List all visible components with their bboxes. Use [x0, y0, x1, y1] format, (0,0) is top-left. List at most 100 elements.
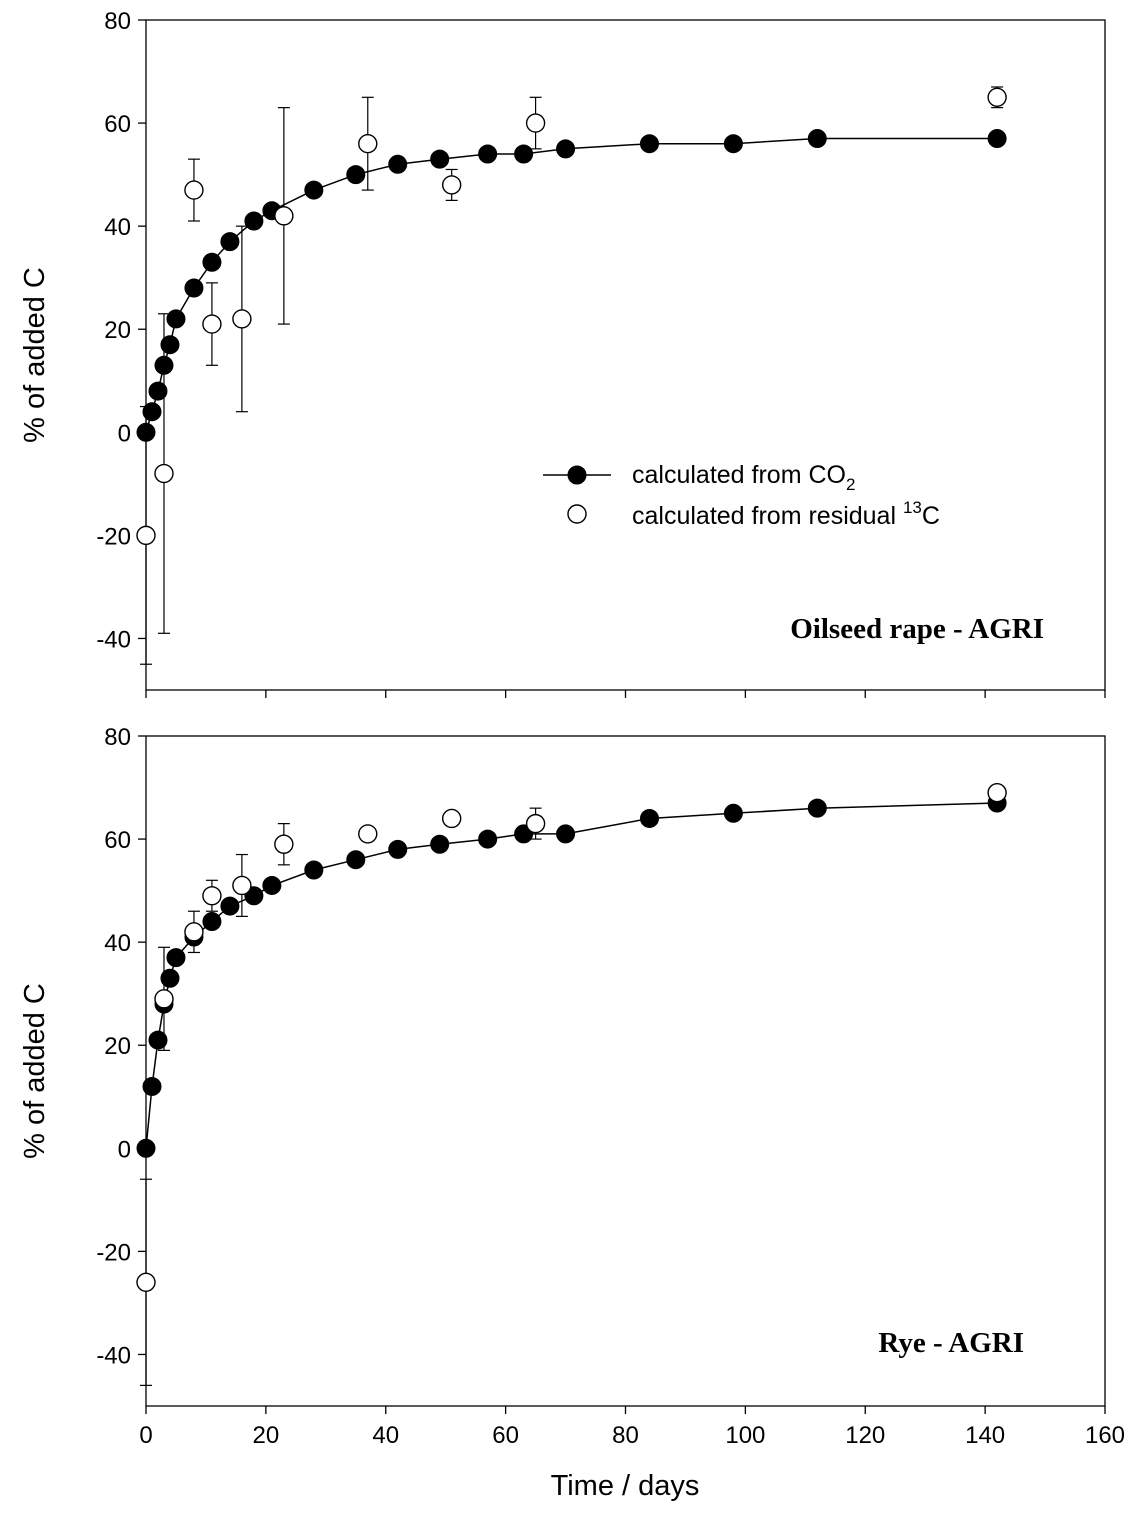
data-point-co2	[639, 134, 659, 154]
y-tick-label: 60	[104, 827, 131, 854]
x-tick-label: 20	[253, 1422, 280, 1449]
data-point-co2	[556, 139, 576, 159]
data-point-co2	[514, 144, 534, 164]
data-point-co2	[478, 829, 498, 849]
panel-label: Rye - AGRI	[878, 1327, 1024, 1359]
data-point-co2	[723, 803, 743, 823]
data-point-co2	[478, 144, 498, 164]
y-axis-title: % of added C	[19, 267, 51, 443]
data-point-13c	[184, 180, 204, 200]
legend-label-13c-main: calculated from residual	[632, 502, 903, 530]
y-tick-label: -20	[96, 523, 131, 550]
legend-marker-13c	[567, 504, 587, 524]
series-line-co2	[145, 137, 998, 433]
x-tick-label: 120	[845, 1422, 885, 1449]
legend-label-co2: calculated from CO2	[632, 461, 855, 494]
y-tick-label: -40	[96, 1342, 131, 1369]
chart-panel-oilseed-rape: -40 -20 0 20 40 60 80 % of added C Oilseed rap…	[19, 8, 1106, 698]
data-point-13c	[274, 206, 294, 226]
data-point-co2	[184, 278, 204, 298]
x-tick-label: 80	[612, 1422, 639, 1449]
legend-label-co2-main: calculated from CO	[632, 461, 846, 489]
y-tick-label: 40	[104, 930, 131, 957]
x-axis-title: Time / days	[551, 1470, 700, 1502]
data-point-co2	[987, 129, 1007, 149]
data-point-co2	[220, 896, 240, 916]
data-point-13c	[184, 922, 204, 942]
x-tick-label: 40	[372, 1422, 399, 1449]
data-point-13c	[358, 824, 378, 844]
data-point-co2	[166, 948, 186, 968]
series-line-co2	[145, 802, 998, 1149]
data-point-13c	[232, 309, 252, 329]
y-tick-label: 20	[104, 1033, 131, 1060]
data-point-co2	[639, 808, 659, 828]
data-point-co2	[388, 154, 408, 174]
tick-labels: 0 20 40 60 80 100 120 140 160 -40 -20 0 20 40 60 80	[96, 724, 1125, 1449]
data-point-co2	[202, 912, 222, 932]
data-point-co2	[244, 211, 264, 231]
data-point-co2	[136, 1138, 156, 1158]
y-tick-label: 60	[104, 111, 131, 138]
axis-ticks	[138, 19, 1106, 698]
data-point-co2	[148, 1030, 168, 1050]
data-point-13c	[232, 875, 252, 896]
data-point-co2	[148, 381, 168, 401]
data-point-13c	[274, 834, 294, 854]
x-tick-label: 160	[1085, 1422, 1125, 1449]
y-tick-label: 0	[118, 420, 131, 447]
y-tick-label: 80	[104, 724, 131, 751]
data-point-co2	[160, 968, 180, 988]
legend-label-13c-sup: 13	[903, 498, 922, 517]
data-point-co2	[346, 165, 366, 185]
x-tick-label: 60	[492, 1422, 519, 1449]
data-point-co2	[807, 129, 827, 149]
y-tick-label: 0	[118, 1136, 131, 1163]
data-point-co2	[220, 232, 240, 252]
data-point-co2	[304, 180, 324, 200]
y-tick-label: -40	[96, 626, 131, 653]
legend-label-13c: calculated from residual 13C	[632, 498, 940, 530]
x-tick-label: 100	[725, 1422, 765, 1449]
data-point-13c	[136, 525, 156, 546]
data-point-13c	[987, 782, 1007, 803]
data-point-13c	[202, 886, 222, 906]
data-point-co2	[166, 309, 186, 329]
data-point-co2	[142, 1076, 162, 1096]
data-point-13c	[441, 808, 462, 829]
y-tick-label: 40	[104, 214, 131, 241]
data-point-co2	[262, 875, 282, 895]
data-point-13c	[202, 314, 222, 334]
data-point-co2	[202, 252, 222, 272]
data-point-co2	[807, 798, 827, 818]
legend-label-13c-tail: C	[922, 502, 940, 530]
data-point-co2	[556, 824, 576, 844]
panel-label: Oilseed rape - AGRI	[790, 613, 1044, 645]
data-point-13c	[525, 113, 546, 133]
data-point-co2	[430, 149, 450, 169]
data-point-13c	[154, 989, 174, 1009]
tick-labels: -40 -20 0 20 40 60 80	[96, 8, 131, 653]
x-tick-label: 140	[965, 1422, 1005, 1449]
chart-panel-rye: 0 20 40 60 80 100 120 140 160 -40 -20 0 20 40 60 80 % o…	[19, 724, 1125, 1502]
y-tick-label: 80	[104, 8, 131, 35]
data-point-co2	[142, 402, 162, 422]
legend: calculated from CO2 calculated from resi…	[543, 461, 940, 530]
data-point-co2	[304, 860, 324, 880]
data-point-co2	[388, 839, 408, 859]
data-point-13c	[525, 813, 546, 834]
legend-marker-co2	[567, 465, 587, 485]
data-point-co2	[160, 335, 180, 355]
data-point-co2	[346, 850, 366, 870]
plot-frame	[145, 735, 1106, 1407]
x-tick-label: 0	[139, 1422, 152, 1449]
y-tick-label: -20	[96, 1239, 131, 1266]
data-point-13c	[987, 87, 1007, 108]
series-group	[136, 782, 1007, 1386]
data-point-co2	[723, 134, 743, 154]
data-point-13c	[154, 463, 174, 484]
data-point-13c	[136, 1272, 156, 1293]
y-axis-title: % of added C	[19, 983, 51, 1159]
y-tick-label: 20	[104, 317, 131, 344]
